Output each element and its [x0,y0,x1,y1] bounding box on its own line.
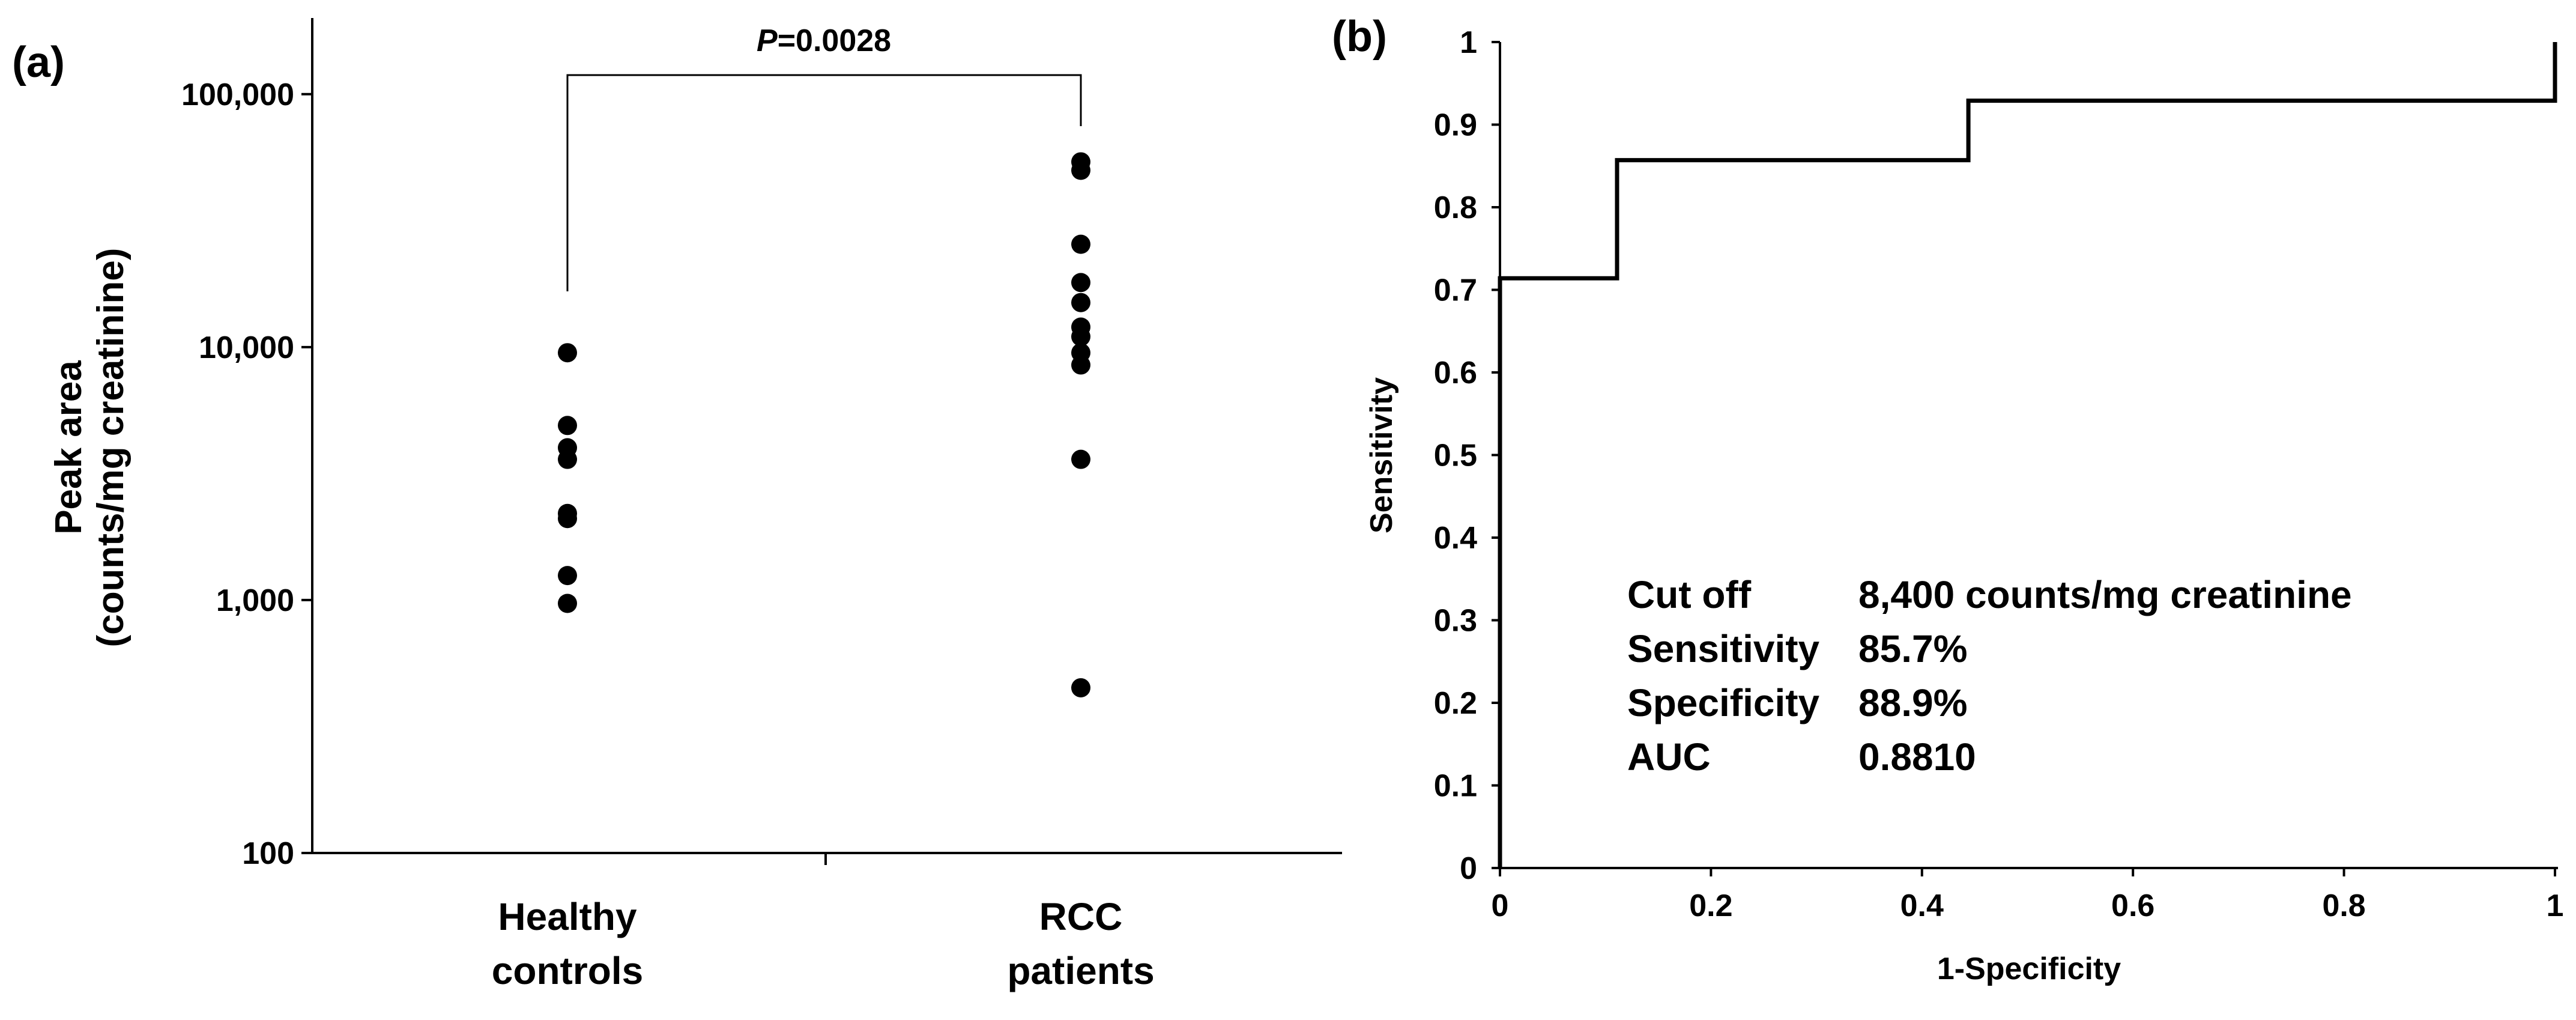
panel-b-y-tick-label: 0.1 [1434,769,1477,804]
data-point-healthy [558,343,577,363]
data-point-healthy [558,593,577,613]
data-point-rcc [1071,678,1090,697]
roc-stats-block: Cut off 8,400 counts/mg creatinine Sensi… [1627,573,2352,779]
panel-b-x-tick-label: 1 [2547,888,2564,923]
stat-label-specificity: Specificity [1627,681,1820,724]
roc-curve [1498,42,2557,868]
panel-b-label: (b) [1332,13,1387,61]
panel-b-y-axis-label: Sensitivity [1364,377,1399,533]
panel-b-y-tick-label: 0.5 [1434,439,1477,473]
stat-label-auc: AUC [1627,735,1711,779]
stat-label-cutoff: Cut off [1627,573,1752,616]
panel-b-y-ticks: 0 0.1 0.2 0.3 0.4 0.5 0.6 0.7 0.8 0.9 1 [1434,25,1500,886]
panel-a-data-points [558,152,1090,697]
panel-a-y-tick-label: 1,000 [216,583,294,618]
panel-b-y-tick-label: 0.8 [1434,190,1477,225]
data-point-healthy [558,449,577,469]
stat-value-sensitivity: 85.7% [1858,627,1967,670]
category-label-healthy-line2: controls [492,949,643,992]
panel-a-label: (a) [12,38,65,87]
panel-b-y-tick-label: 0.9 [1434,108,1477,143]
panel-b-x-tick-label: 0 [1492,888,1509,923]
panel-b-y-tick-label: 0.2 [1434,686,1477,721]
data-point-rcc [1071,160,1090,180]
p-symbol: P [757,23,778,58]
category-label-healthy-line1: Healthy [498,895,637,938]
panel-b-x-ticks: 0 0.2 0.4 0.6 0.8 1 [1492,868,2564,923]
panel-b-y-tick-label: 0.3 [1434,604,1477,639]
data-point-rcc [1071,234,1090,254]
panel-b-y-tick-label: 1 [1460,25,1477,60]
panel-b-x-tick-label: 0.2 [1689,888,1732,923]
panel-a-y-tick-label: 10,000 [199,330,294,365]
p-value: =0.0028 [778,23,891,58]
significance-bracket [566,74,1082,291]
panel-a-y-axis-label-line1: Peak area [48,360,89,535]
data-point-rcc [1071,449,1090,469]
panel-b-x-axis-label: 1-Specificity [1937,952,2121,986]
panel-a-y-tick-label: 100,000 [181,77,294,112]
panel-a-y-axis-label-line2: (counts/mg creatinine) [90,248,132,648]
data-point-rcc [1071,273,1090,293]
panel-a-y-ticks: 100 1,000 10,000 100,000 [181,77,312,871]
data-point-rcc [1071,327,1090,347]
panel-b-y-tick-label: 0.6 [1434,356,1477,390]
data-point-healthy [558,566,577,586]
stat-value-specificity: 88.9% [1858,681,1967,724]
data-point-rcc [1071,355,1090,375]
stat-value-cutoff: 8,400 counts/mg creatinine [1858,573,2352,616]
panel-b-y-tick-label: 0 [1460,851,1477,886]
data-point-healthy [558,509,577,529]
data-point-healthy [558,416,577,436]
panel-a-y-tick-label: 100 [242,836,294,871]
stat-label-sensitivity: Sensitivity [1627,627,1820,670]
category-label-rcc-line2: patients [1007,949,1154,992]
category-label-rcc-line1: RCC [1039,895,1123,938]
panel-b-x-tick-label: 0.4 [1900,888,1944,923]
panel-b-x-tick-label: 0.8 [2322,888,2365,923]
panel-a-scatter-chart: (a) Peak area (counts/mg creatinine) 100… [12,18,1342,992]
stat-value-auc: 0.8810 [1858,735,1976,779]
panel-b-roc-chart: (b) 0 0.1 0.2 0.3 0.4 0.5 0.6 0.7 0.8 0.9 1 0 0.2 0.… [1332,13,2563,986]
p-value-annotation: P=0.0028 [757,23,891,58]
data-point-rcc [1071,293,1090,312]
panel-b-y-tick-label: 0.7 [1434,273,1477,308]
panel-b-x-tick-label: 0.6 [2111,888,2154,923]
panel-b-y-tick-label: 0.4 [1434,521,1477,556]
